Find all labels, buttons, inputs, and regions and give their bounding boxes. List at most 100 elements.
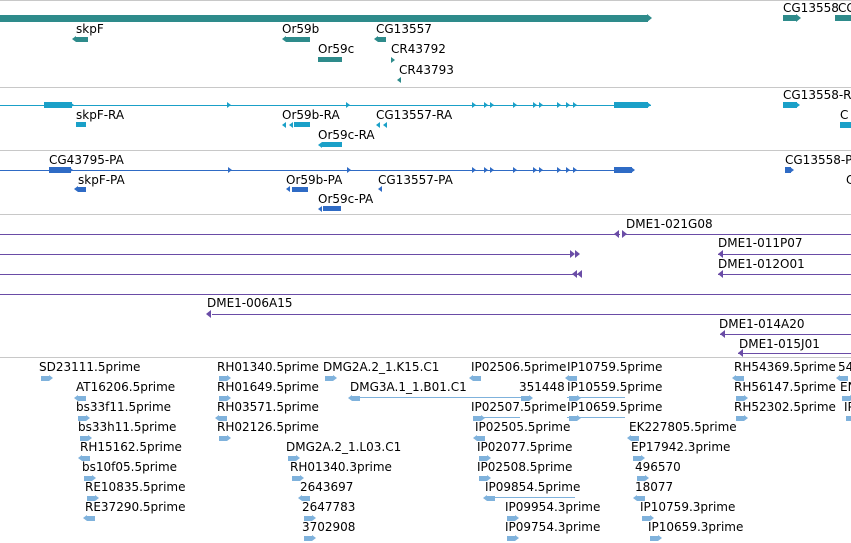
arrow-left-icon[interactable] [614,230,619,238]
est-marker[interactable] [642,516,650,521]
arrow-right-icon[interactable] [513,102,517,108]
arrow-right-icon[interactable] [49,375,53,381]
arrow-right-icon[interactable] [539,102,543,108]
est-marker[interactable] [637,476,645,481]
arrow-right-icon[interactable] [95,495,99,501]
arrow-right-icon[interactable] [487,455,491,461]
arrow-left-icon[interactable] [718,270,723,278]
arrow-right-icon[interactable] [227,375,231,381]
arrow-left-icon[interactable] [318,206,322,212]
arrow-right-icon[interactable] [744,395,748,401]
arrow-right-icon[interactable] [631,167,635,173]
arrow-right-icon[interactable] [796,14,801,22]
bac-clone-line[interactable] [212,314,851,315]
arrow-right-icon[interactable] [658,535,662,541]
arrow-left-icon[interactable] [378,186,382,192]
est-marker[interactable] [304,536,312,541]
feature-block[interactable] [323,206,341,211]
bac-clone-line[interactable] [718,274,851,275]
arrow-right-icon[interactable] [472,167,476,173]
est-marker[interactable] [840,376,848,381]
est-line[interactable] [475,417,520,418]
feature-block[interactable] [286,37,310,42]
translation-line[interactable] [0,170,634,171]
est-marker[interactable] [569,416,577,421]
bac-clone-line[interactable] [0,274,578,275]
arrow-right-icon[interactable] [88,435,92,441]
est-line[interactable] [350,397,520,398]
arrow-right-icon[interactable] [296,455,300,461]
est-marker[interactable] [302,496,310,501]
arrow-right-icon[interactable] [622,230,627,238]
arrow-right-icon[interactable] [86,415,90,421]
arrow-left-icon[interactable] [633,495,637,501]
arrow-right-icon[interactable] [650,515,654,521]
arrow-right-icon[interactable] [557,167,561,173]
arrow-left-icon[interactable] [282,36,286,42]
arrow-left-icon[interactable] [78,455,82,461]
est-marker[interactable] [842,396,850,401]
est-marker[interactable] [477,436,485,441]
arrow-left-icon[interactable] [74,186,78,192]
est-marker[interactable] [846,416,851,421]
feature-block[interactable] [378,37,386,42]
arrow-right-icon[interactable] [484,102,488,108]
arrow-right-icon[interactable] [481,415,485,421]
arrow-left-icon[interactable] [374,36,378,42]
arrow-right-icon[interactable] [515,535,519,541]
arrow-right-icon[interactable] [744,415,748,421]
arrow-right-icon[interactable] [490,102,494,108]
transcript-line[interactable] [0,105,651,106]
arrow-right-icon[interactable] [577,395,581,401]
feature-block[interactable] [44,102,72,108]
est-marker[interactable] [633,456,641,461]
bac-clone-line[interactable] [0,294,851,295]
est-marker[interactable] [569,396,577,401]
arrow-left-icon[interactable] [376,122,380,128]
est-line[interactable] [485,497,575,498]
arrow-right-icon[interactable] [227,435,231,441]
arrow-left-icon[interactable] [318,142,322,148]
arrow-left-icon[interactable] [720,330,725,338]
arrow-right-icon[interactable] [647,14,652,22]
arrow-left-icon[interactable] [74,395,78,401]
est-marker[interactable] [631,436,639,441]
arrow-right-icon[interactable] [557,102,561,108]
est-marker[interactable] [292,476,300,481]
arrow-right-icon[interactable] [575,250,580,258]
est-marker[interactable] [479,456,487,461]
arrow-right-icon[interactable] [484,167,488,173]
est-marker[interactable] [352,396,360,401]
arrow-right-icon[interactable] [515,515,519,521]
arrow-left-icon[interactable] [836,375,840,381]
est-marker[interactable] [78,416,86,421]
arrow-left-icon[interactable] [397,77,401,83]
arrow-left-icon[interactable] [483,495,487,501]
arrow-left-icon[interactable] [215,415,219,421]
est-marker[interactable] [87,516,95,521]
feature-block[interactable] [785,167,791,173]
est-marker[interactable] [650,536,658,541]
arrow-right-icon[interactable] [641,455,645,461]
est-marker[interactable] [78,396,86,401]
arrow-right-icon[interactable] [566,167,570,173]
arrow-right-icon[interactable] [790,167,794,173]
bac-clone-line[interactable] [0,234,620,235]
arrow-left-icon[interactable] [282,122,286,128]
feature-block[interactable] [292,187,308,192]
est-marker[interactable] [736,416,744,421]
est-marker[interactable] [82,456,90,461]
est-marker[interactable] [637,496,645,501]
arrow-right-icon[interactable] [573,102,577,108]
arrow-right-icon[interactable] [529,395,533,401]
bac-clone-line[interactable] [626,234,851,235]
bac-clone-line[interactable] [0,254,571,255]
feature-block[interactable] [76,122,86,127]
arrow-left-icon[interactable] [286,186,290,192]
bac-clone-line[interactable] [718,254,851,255]
est-marker[interactable] [219,416,227,421]
bac-clone-line[interactable] [738,353,851,354]
est-marker[interactable] [473,376,481,381]
arrow-right-icon[interactable] [347,167,351,173]
arrow-right-icon[interactable] [533,102,537,108]
